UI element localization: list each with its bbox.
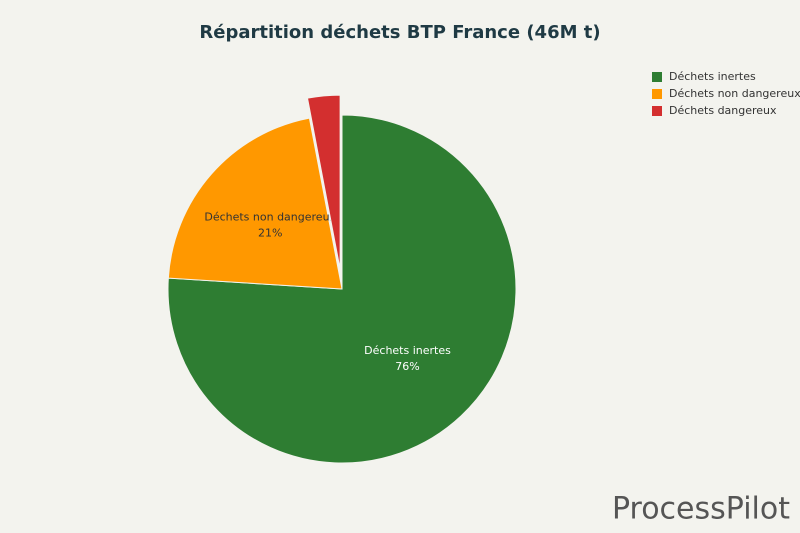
slice-name: Déchets inertes <box>364 344 451 357</box>
legend-swatch <box>652 106 662 116</box>
legend-label: Déchets inertes <box>669 70 756 83</box>
slice-value-label: 21% <box>258 227 282 240</box>
chart-title: Répartition déchets BTP France (46M t) <box>199 22 600 43</box>
pie-slice <box>167 117 343 290</box>
pie-slice <box>306 94 341 270</box>
slice-value-label: 76% <box>395 360 419 373</box>
watermark: ProcessPilot <box>612 492 790 527</box>
legend: Déchets inertes Déchets non dangereux Déch… <box>652 70 800 117</box>
legend-label: Déchets dangereux <box>669 104 777 117</box>
legend-swatch <box>652 72 662 82</box>
legend-label: Déchets non dangereux <box>669 87 800 100</box>
legend-swatch <box>652 89 662 99</box>
slice-name: Déchets non dangereux <box>204 211 336 224</box>
